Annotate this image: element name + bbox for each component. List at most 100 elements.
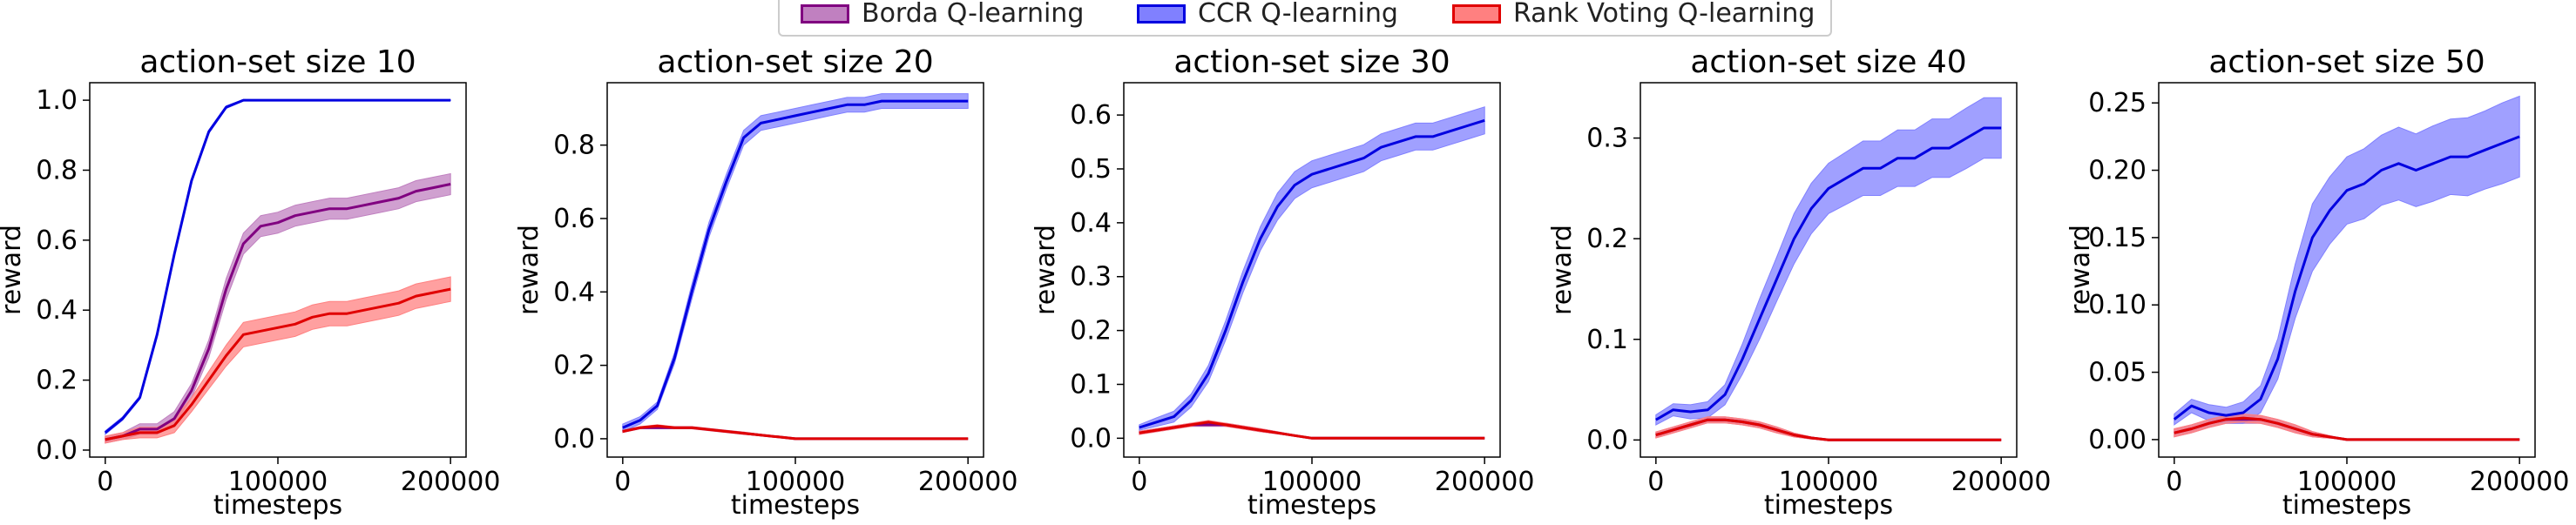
series-line-2 [2173, 135, 2520, 421]
legend-label-rank-voting: Rank Voting Q-learning [1513, 0, 1815, 29]
y-tick-label: 0.8 [36, 155, 78, 185]
y-tick-label: 0.0 [36, 435, 78, 466]
x-axis-label: timesteps [213, 490, 342, 521]
line-group [2173, 135, 2520, 441]
series-band-2 [2174, 95, 2520, 426]
y-tick-label: 1.0 [36, 85, 78, 116]
x-tick-label: 0 [2166, 467, 2182, 497]
band-group [1139, 106, 1485, 439]
series-line-1 [105, 183, 451, 441]
legend: Borda Q-learning CCR Q-learning Rank Vot… [778, 0, 1832, 37]
y-axis-label: reward [1547, 225, 1578, 315]
line-group [1655, 126, 2002, 441]
series-band-2 [1139, 106, 1485, 431]
y-axis-label: reward [2066, 225, 2096, 315]
legend-swatch-ccr [1137, 3, 1186, 24]
legend-item-borda: Borda Q-learning [801, 0, 1084, 29]
series-line-3 [2174, 416, 2520, 441]
line-group [1139, 118, 1485, 440]
y-tick-label: 0.2 [1586, 224, 1628, 254]
line-group [622, 99, 969, 441]
chart-panel-4: 0 100000 200000 0.0 0.1 0.2 0.3 action-set size… [1547, 44, 2051, 521]
series-band-3 [1139, 420, 1485, 439]
series-line-2 [1139, 118, 1485, 429]
y-tick-label: 0.1 [1070, 369, 1112, 400]
series-band-2 [105, 98, 451, 435]
series-line-1 [622, 426, 969, 441]
y-tick-label: 0.4 [36, 295, 78, 326]
y-tick-label: 0.3 [1586, 124, 1628, 154]
y-axis-label: reward [1031, 225, 1061, 315]
x-tick-label: 200000 [2470, 467, 2570, 497]
x-tick-label: 100000 [228, 467, 328, 497]
legend-label-borda: Borda Q-learning [862, 0, 1085, 29]
y-tick-label: 0.3 [1070, 262, 1112, 293]
chart-panel-1: 0 100000 200000 0.0 0.2 0.4 0.6 0.8 1.0 action-se… [0, 44, 500, 521]
y-tick-label: 0.0 [1070, 423, 1112, 454]
y-tick-label: 0.4 [1070, 208, 1112, 239]
legend-item-ccr: CCR Q-learning [1137, 0, 1398, 29]
x-tick-label: 200000 [1435, 467, 1535, 497]
y-tick-label: 0.20 [2088, 156, 2147, 186]
y-tick-label: 0.00 [2088, 425, 2147, 455]
x-tick-label: 0 [1131, 467, 1147, 497]
chart-title: action-set size 30 [1173, 44, 1450, 80]
x-tick-label: 100000 [2297, 467, 2397, 497]
x-tick-label: 0 [614, 467, 631, 497]
y-tick-label: 0.0 [1586, 425, 1628, 455]
band-group [622, 93, 969, 440]
series-line-3 [1139, 421, 1485, 440]
y-tick-label: 0.5 [1070, 154, 1112, 185]
y-tick-label: 0.05 [2088, 358, 2147, 388]
axes-frame [606, 82, 984, 458]
y-tick-label: 0.2 [553, 351, 595, 381]
series-line-2 [104, 98, 451, 434]
y-tick-label: 0.25 [2088, 88, 2147, 118]
band-group [105, 98, 451, 444]
y-tick-label: 0.2 [1070, 316, 1112, 347]
series-band-2 [622, 93, 969, 433]
x-tick-label: 0 [97, 467, 113, 497]
series-line-2 [622, 99, 969, 429]
x-tick-label: 100000 [1262, 467, 1362, 497]
y-tick-label: 0.0 [553, 424, 595, 454]
series-line-2 [1655, 126, 2002, 421]
x-axis-label: timesteps [1247, 490, 1376, 521]
y-tick-label: 0.15 [2088, 223, 2147, 253]
x-axis-label: timesteps [1764, 490, 1893, 521]
x-axis-label: timesteps [731, 490, 860, 521]
x-tick-label: 100000 [746, 467, 846, 497]
series-band-2 [1655, 97, 2002, 426]
y-tick-label: 0.2 [36, 366, 78, 396]
y-axis-label: reward [514, 225, 544, 315]
chart-panel-3: 0 100000 200000 0.0 0.1 0.2 0.3 0.4 0.5 0.6 action… [1031, 44, 1534, 521]
x-tick-label: 0 [1647, 467, 1664, 497]
y-tick-label: 0.10 [2088, 290, 2147, 320]
y-tick-label: 0.4 [553, 277, 595, 307]
x-tick-label: 200000 [401, 467, 501, 497]
y-tick-label: 0.6 [553, 204, 595, 234]
chart-title: action-set size 50 [2208, 44, 2485, 80]
series-band-3 [2174, 413, 2520, 441]
series-band-1 [105, 172, 451, 444]
chart-title: action-set size 20 [657, 44, 933, 80]
series-line-3 [105, 287, 451, 441]
x-tick-label: 200000 [918, 467, 1018, 497]
legend-swatch-rank-voting [1452, 3, 1501, 24]
y-tick-label: 0.8 [553, 131, 595, 161]
series-band-3 [105, 276, 451, 444]
y-tick-label: 0.1 [1586, 325, 1628, 355]
series-line-3 [622, 424, 969, 441]
legend-label-ccr: CCR Q-learning [1198, 0, 1398, 29]
series-line-3 [1655, 418, 2002, 441]
x-tick-label: 200000 [1951, 467, 2052, 497]
chart-panel-5: 0 100000 200000 0.00 0.05 0.10 0.15 0.20 0.25 act… [2066, 44, 2569, 521]
x-axis-label: timesteps [2282, 490, 2411, 521]
chart-panel-2: 0 100000 200000 0.0 0.2 0.4 0.6 0.8 action-set s… [514, 44, 1018, 521]
y-axis-label: reward [0, 225, 27, 315]
legend-swatch-borda [801, 3, 849, 24]
band-group [2174, 95, 2520, 441]
legend-item-rank-voting: Rank Voting Q-learning [1452, 0, 1815, 29]
chart-title: action-set size 10 [139, 44, 416, 80]
